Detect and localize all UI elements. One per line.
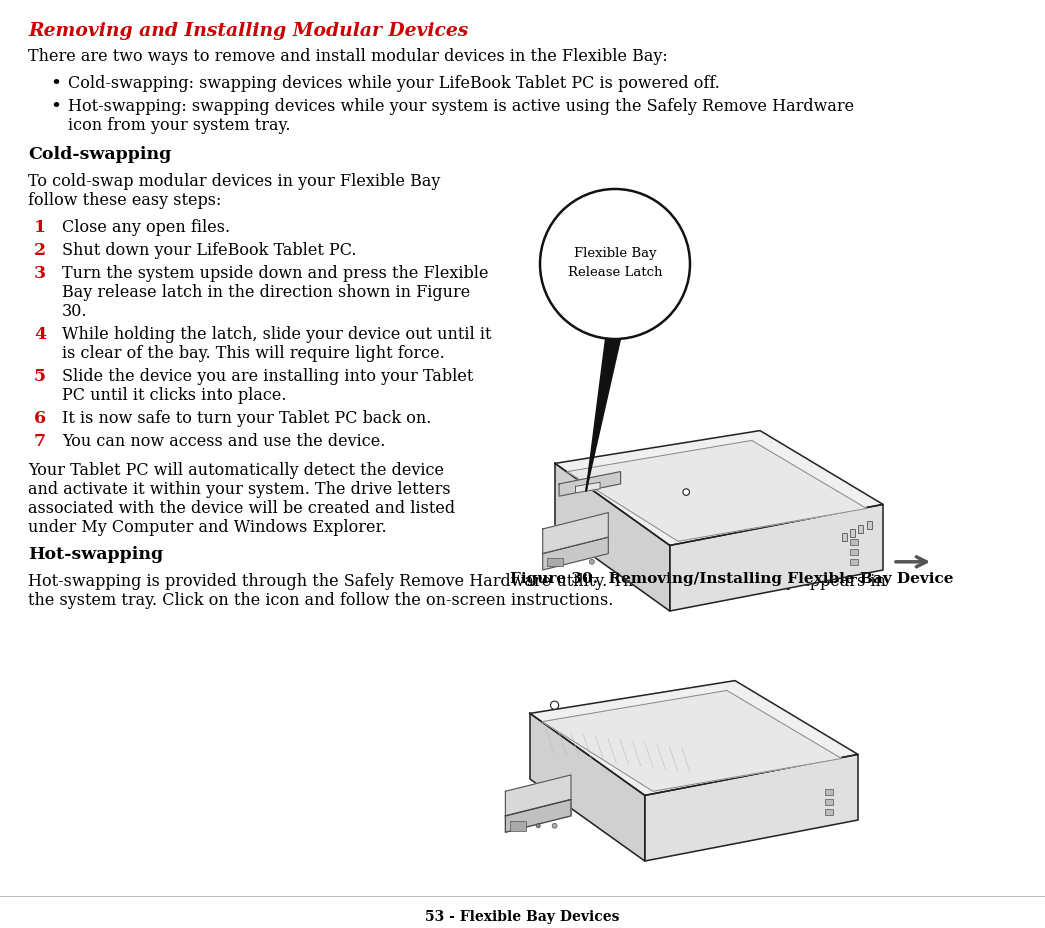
Text: Close any open files.: Close any open files. <box>62 219 230 236</box>
Text: Removing and Installing Modular Devices: Removing and Installing Modular Devices <box>28 22 468 40</box>
Text: Hot-swapping is provided through the Safely Remove Hardware utility. The icon fo: Hot-swapping is provided through the Saf… <box>28 573 886 589</box>
Bar <box>851 530 855 537</box>
Text: It is now safe to turn your Tablet PC back on.: It is now safe to turn your Tablet PC ba… <box>62 409 432 427</box>
Text: •: • <box>50 97 61 116</box>
Bar <box>866 522 872 530</box>
Text: Slide the device you are installing into your Tablet: Slide the device you are installing into… <box>62 367 473 384</box>
Text: is clear of the bay. This will require light force.: is clear of the bay. This will require l… <box>62 344 445 362</box>
Circle shape <box>552 823 557 829</box>
Text: While holding the latch, slide your device out until it: While holding the latch, slide your devi… <box>62 326 491 342</box>
Polygon shape <box>542 513 608 554</box>
Text: Cold-swapping: swapping devices while your LifeBook Tablet PC is powered off.: Cold-swapping: swapping devices while yo… <box>68 75 720 92</box>
Text: 4: 4 <box>34 326 46 342</box>
Bar <box>851 559 858 565</box>
Text: 1: 1 <box>34 219 46 236</box>
Circle shape <box>683 489 690 496</box>
Text: There are two ways to remove and install modular devices in the Flexible Bay:: There are two ways to remove and install… <box>28 48 668 65</box>
Text: PC until it clicks into place.: PC until it clicks into place. <box>62 387 286 404</box>
Circle shape <box>551 702 559 710</box>
Text: Cold-swapping: Cold-swapping <box>28 146 171 162</box>
Text: 2: 2 <box>34 241 46 259</box>
Polygon shape <box>542 537 608 571</box>
Polygon shape <box>576 483 600 494</box>
Polygon shape <box>506 800 571 832</box>
Text: 53 - Flexible Bay Devices: 53 - Flexible Bay Devices <box>424 909 620 923</box>
Polygon shape <box>555 432 883 546</box>
Text: associated with the device will be created and listed: associated with the device will be creat… <box>28 499 456 517</box>
Text: 30.: 30. <box>62 303 88 319</box>
Text: Shut down your LifeBook Tablet PC.: Shut down your LifeBook Tablet PC. <box>62 241 356 259</box>
Bar <box>851 539 858 546</box>
Bar <box>510 821 526 831</box>
Polygon shape <box>559 472 621 496</box>
Polygon shape <box>530 714 645 861</box>
Text: Turn the system upside down and press the Flexible: Turn the system upside down and press th… <box>62 264 488 282</box>
Text: Hot-swapping: swapping devices while your system is active using the Safely Remo: Hot-swapping: swapping devices while you… <box>68 97 854 115</box>
Bar <box>547 558 563 566</box>
Text: Figure 30.  Removing/Installing Flexible Bay Device: Figure 30. Removing/Installing Flexible … <box>510 572 953 586</box>
Bar <box>826 789 834 795</box>
Text: To cold-swap modular devices in your Flexible Bay: To cold-swap modular devices in your Fle… <box>28 173 440 190</box>
Polygon shape <box>670 505 883 612</box>
Text: Hot-swapping: Hot-swapping <box>28 546 163 562</box>
Bar <box>826 799 834 806</box>
Polygon shape <box>555 464 670 612</box>
Bar <box>858 525 863 534</box>
Text: Flexible Bay: Flexible Bay <box>574 246 656 259</box>
Text: under My Computer and Windows Explorer.: under My Computer and Windows Explorer. <box>28 519 387 535</box>
Text: •: • <box>50 75 61 93</box>
Circle shape <box>540 190 690 340</box>
Text: and activate it within your system. The drive letters: and activate it within your system. The … <box>28 481 450 497</box>
Circle shape <box>536 824 540 828</box>
Polygon shape <box>645 754 858 861</box>
Text: Release Latch: Release Latch <box>567 266 663 279</box>
Text: follow these easy steps:: follow these easy steps: <box>28 192 222 209</box>
Text: 3: 3 <box>34 264 46 282</box>
Bar <box>826 808 834 815</box>
Polygon shape <box>506 775 571 816</box>
Polygon shape <box>567 441 866 542</box>
Polygon shape <box>586 329 623 491</box>
Text: 7: 7 <box>34 432 46 449</box>
Text: You can now access and use the device.: You can now access and use the device. <box>62 432 386 449</box>
Text: 5: 5 <box>34 367 46 384</box>
Polygon shape <box>542 690 841 792</box>
Text: Bay release latch in the direction shown in Figure: Bay release latch in the direction shown… <box>62 284 470 301</box>
Text: Your Tablet PC will automatically detect the device: Your Tablet PC will automatically detect… <box>28 461 444 479</box>
Text: icon from your system tray.: icon from your system tray. <box>68 117 291 134</box>
Polygon shape <box>530 681 858 795</box>
Bar <box>851 549 858 556</box>
Text: 6: 6 <box>34 409 46 427</box>
Circle shape <box>589 560 595 564</box>
Text: the system tray. Click on the icon and follow the on-screen instructions.: the system tray. Click on the icon and f… <box>28 591 613 609</box>
Bar <box>842 534 846 542</box>
